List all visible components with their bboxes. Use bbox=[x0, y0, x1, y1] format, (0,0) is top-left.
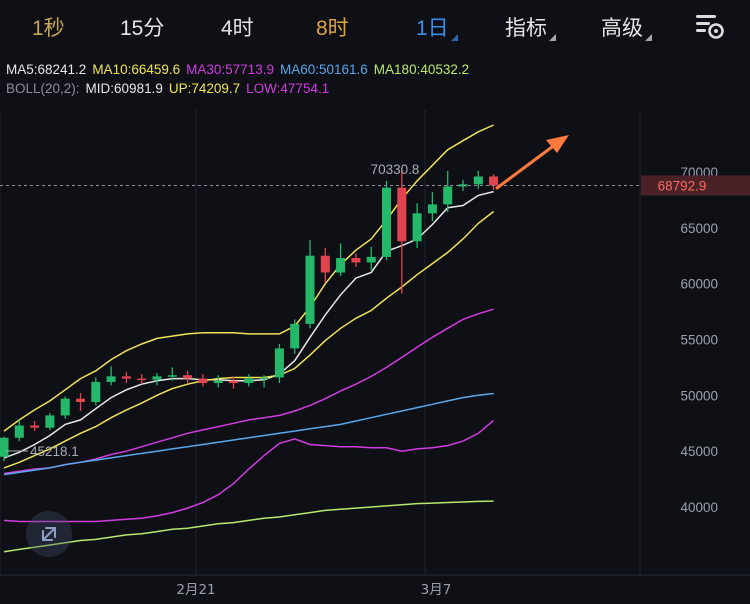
ma-legend: MA5:68241.2 MA10:66459.6 MA30:57713.9 MA60:… bbox=[6, 62, 475, 77]
series-3 bbox=[3, 392, 494, 476]
y-tick-5: 45000 bbox=[680, 444, 718, 459]
dropdown-corner-icon bbox=[645, 34, 652, 41]
candle-body-17 bbox=[259, 377, 269, 379]
candle-body-4 bbox=[60, 398, 70, 416]
candle-body-24 bbox=[366, 256, 376, 263]
x-tick-0: 2月21 bbox=[176, 582, 215, 598]
legend-boll-3: LOW:47754.1 bbox=[246, 81, 330, 96]
y-tick-6: 40000 bbox=[680, 500, 718, 515]
candle-body-28 bbox=[427, 204, 437, 214]
y-tick-2: 60000 bbox=[680, 277, 718, 292]
tab-0[interactable]: 1秒 bbox=[32, 17, 65, 40]
candle-body-22 bbox=[336, 257, 346, 273]
current-price-label: 68792.9 bbox=[658, 178, 707, 193]
candle-body-5 bbox=[76, 398, 85, 403]
legend-ma-0: MA5:68241.2 bbox=[6, 62, 87, 77]
series-5 bbox=[3, 124, 494, 432]
candle-body-9 bbox=[137, 378, 147, 381]
trend-up-arrow bbox=[495, 142, 558, 190]
candle-body-1 bbox=[14, 425, 24, 438]
candle-body-25 bbox=[382, 187, 391, 257]
x-tick-1: 3月7 bbox=[421, 582, 452, 598]
y-tick-4: 50000 bbox=[680, 388, 718, 403]
candle-body-12 bbox=[183, 375, 193, 379]
legend-ma-1: MA10:66459.6 bbox=[92, 62, 181, 77]
tab-6[interactable]: 高级 bbox=[601, 12, 652, 42]
candle-body-0 bbox=[0, 437, 9, 457]
y-tick-3: 55000 bbox=[680, 333, 718, 348]
high-annotation: 70330.8 bbox=[371, 162, 420, 177]
candle-body-23 bbox=[351, 257, 361, 263]
legend-ma-2: MA30:57713.9 bbox=[186, 62, 274, 77]
tab-2[interactable]: 4时 bbox=[221, 17, 254, 40]
series-1 bbox=[3, 210, 495, 469]
candle-body-10 bbox=[152, 376, 162, 380]
legend-boll-0: BOLL(20,2): bbox=[6, 81, 80, 96]
candle-body-21 bbox=[320, 255, 330, 273]
candle-body-31 bbox=[473, 176, 483, 185]
candle-body-29 bbox=[443, 186, 453, 205]
candle-body-32 bbox=[489, 176, 499, 186]
candle-body-3 bbox=[45, 415, 55, 428]
candle-body-7 bbox=[106, 376, 116, 382]
candle-body-8 bbox=[121, 376, 131, 379]
current-price-tag bbox=[641, 175, 750, 196]
series-6 bbox=[3, 419, 495, 523]
legend-boll-1: MID:60981.9 bbox=[85, 81, 163, 96]
boll-legend: BOLL(20,2): MID:60981.9 UP:74209.7 LOW:4775… bbox=[6, 81, 335, 96]
y-tick-1: 65000 bbox=[680, 221, 718, 236]
dropdown-corner-icon bbox=[450, 34, 458, 41]
expand-arrows-icon[interactable] bbox=[26, 511, 72, 557]
candle-settings-icon[interactable] bbox=[694, 12, 728, 42]
candle-body-26 bbox=[397, 187, 407, 242]
tab-4[interactable]: 1日 bbox=[416, 12, 458, 42]
candle-body-27 bbox=[412, 213, 422, 242]
tab-3[interactable]: 8时 bbox=[316, 17, 349, 40]
candle-body-20 bbox=[305, 255, 315, 324]
series-4 bbox=[3, 500, 494, 553]
legend-ma-4: MA180:40532.2 bbox=[373, 62, 470, 77]
candle-body-11 bbox=[167, 375, 177, 377]
legend-ma-3: MA60:50161.6 bbox=[279, 62, 368, 77]
candle-body-15 bbox=[229, 380, 238, 384]
candle-body-19 bbox=[290, 323, 300, 349]
candle-body-14 bbox=[213, 380, 223, 384]
candle-body-2 bbox=[30, 425, 40, 428]
timeframe-tabs: 1秒 15分 4时 8时 1日 指标 高级 bbox=[0, 0, 750, 56]
candle-body-13 bbox=[198, 378, 208, 384]
candle-body-16 bbox=[244, 378, 254, 384]
trend-up-arrowhead bbox=[546, 135, 569, 153]
candle-body-18 bbox=[274, 348, 284, 378]
candle-body-6 bbox=[91, 381, 101, 403]
tab-5[interactable]: 指标 bbox=[505, 12, 556, 42]
dropdown-corner-icon bbox=[549, 34, 556, 41]
low-annotation: 45218.1 bbox=[30, 444, 79, 459]
tab-1[interactable]: 15分 bbox=[120, 17, 165, 40]
legend-boll-2: UP:74209.7 bbox=[168, 81, 241, 96]
